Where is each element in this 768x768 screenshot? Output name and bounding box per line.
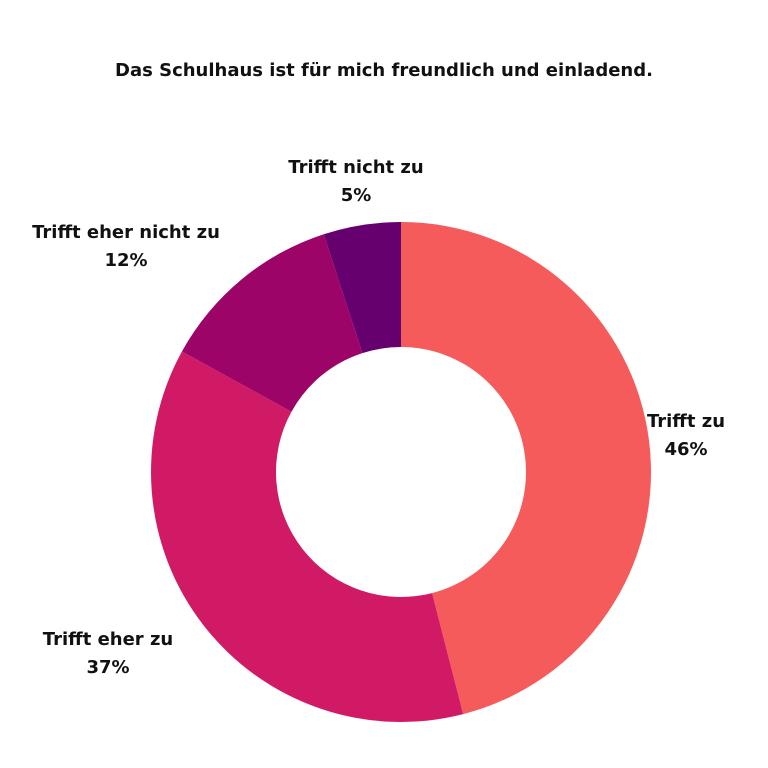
slices-group: [150, 221, 652, 723]
slice-label-text: Trifft eher nicht zu: [32, 222, 220, 243]
chart-title: Das Schulhaus ist für mich freundlich un…: [115, 60, 653, 81]
slice-label-trifft-eher-nicht-zu: Trifft eher nicht zu 12%: [32, 219, 220, 275]
slice-label-value: 12%: [104, 250, 148, 271]
slice-label-text: Trifft nicht zu: [288, 157, 424, 178]
slice-label-value: 37%: [86, 657, 130, 678]
donut-slice-trifft-eher-zu: [150, 351, 464, 723]
slice-label-value: 46%: [664, 439, 708, 460]
donut-slice-trifft-eher-nicht-zu: [181, 234, 363, 412]
slice-label-text: Trifft zu: [646, 411, 726, 432]
slice-label-trifft-nicht-zu: Trifft nicht zu 5%: [288, 154, 423, 210]
slice-label-trifft-zu: Trifft zu 46%: [647, 408, 725, 464]
donut-slice-trifft-zu: [401, 221, 652, 715]
donut-slice-trifft-nicht-zu: [323, 222, 401, 354]
slice-label-text: Trifft eher zu: [42, 629, 174, 650]
slice-label-trifft-eher-zu: Trifft eher zu 37%: [43, 626, 173, 682]
slice-label-value: 5%: [340, 185, 372, 206]
